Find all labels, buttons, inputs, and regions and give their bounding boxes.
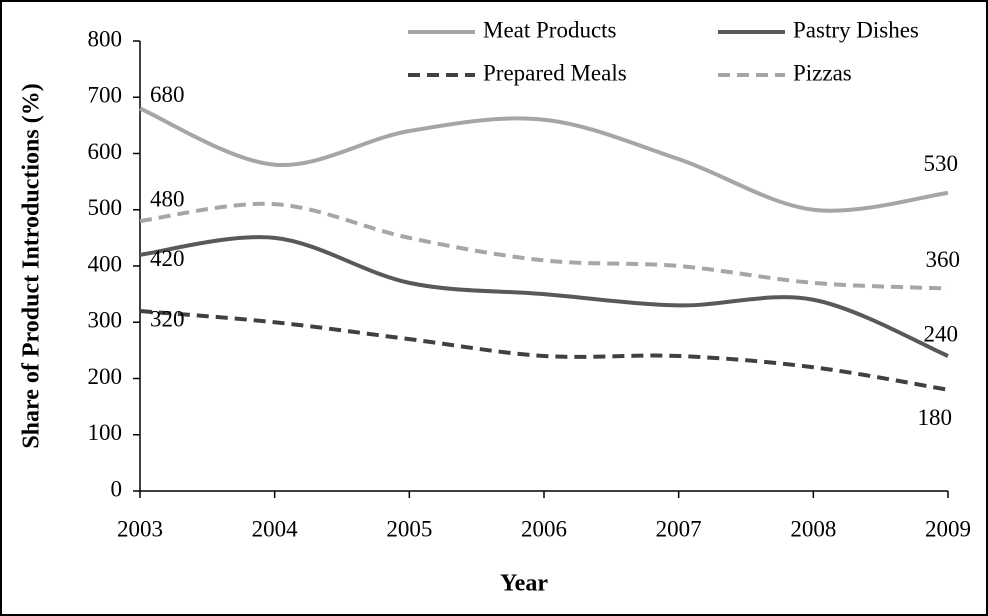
- data-label: 420: [150, 246, 185, 271]
- x-tick-label: 2003: [117, 516, 163, 541]
- series-line: [139, 106, 949, 213]
- data-label: 480: [150, 186, 185, 211]
- data-label: 360: [926, 247, 961, 272]
- y-tick-label: 700: [88, 83, 123, 108]
- legend-label: Pastry Dishes: [793, 17, 919, 42]
- data-label: 680: [150, 82, 185, 107]
- x-tick-label: 2009: [925, 516, 971, 541]
- series-line: [139, 235, 949, 358]
- x-axis-title: Year: [500, 571, 548, 597]
- y-tick-label: 500: [88, 195, 123, 220]
- x-tick-label: 2004: [252, 516, 299, 541]
- data-label: 240: [924, 321, 959, 346]
- data-label: 530: [924, 151, 959, 176]
- data-label: 180: [918, 405, 953, 430]
- y-tick-label: 400: [88, 251, 123, 276]
- series-line: [139, 309, 949, 392]
- y-tick-label: 800: [88, 26, 123, 51]
- y-tick-label: 0: [111, 476, 123, 501]
- y-tick-label: 200: [88, 364, 123, 389]
- y-tick-label: 100: [88, 420, 123, 445]
- legend-label: Prepared Meals: [483, 60, 627, 85]
- legend-label: Meat Products: [483, 17, 617, 42]
- y-axis-title: Share of Product Introductions (%): [19, 83, 45, 448]
- y-tick-label: 300: [88, 308, 123, 333]
- series-line: [139, 201, 949, 291]
- legend-label: Pizzas: [793, 60, 852, 85]
- x-tick-label: 2008: [790, 516, 836, 541]
- y-tick-label: 600: [88, 139, 123, 164]
- x-tick-label: 2006: [521, 516, 567, 541]
- x-tick-label: 2005: [386, 516, 432, 541]
- x-tick-label: 2007: [656, 516, 702, 541]
- data-label: 320: [150, 306, 185, 331]
